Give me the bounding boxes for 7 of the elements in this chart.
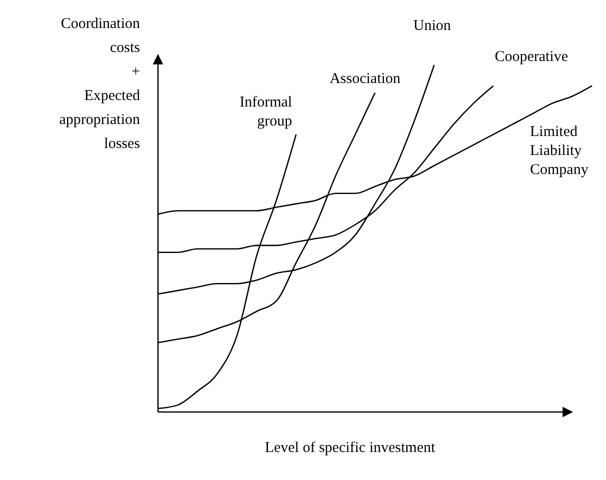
x-axis-title: Level of specific investment bbox=[264, 440, 436, 456]
text: Union bbox=[413, 18, 452, 34]
series-label: Informal group bbox=[240, 94, 292, 130]
series-label: Association bbox=[330, 70, 401, 87]
series-label: Limited Liability Company bbox=[530, 124, 589, 178]
y-axis-title: Coordination costs + Expected appropriation losses bbox=[59, 16, 140, 152]
series-label: Cooperative bbox=[494, 48, 568, 65]
